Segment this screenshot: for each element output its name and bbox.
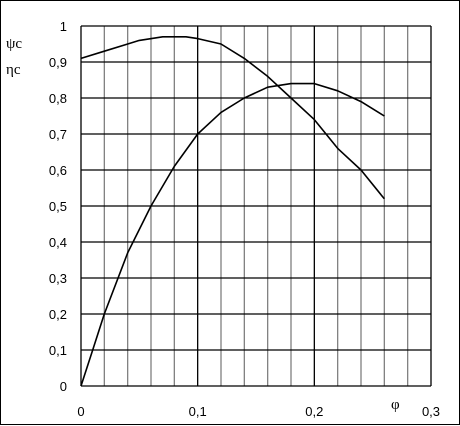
y-tick-label: 0,7 <box>49 127 67 142</box>
y-tick-label: 0 <box>60 379 67 394</box>
y-tick-label: 0,9 <box>49 55 67 70</box>
series-line-1 <box>80 35 385 200</box>
x-tick-label: 0,3 <box>422 404 440 419</box>
y-tick-label: 0,1 <box>49 343 67 358</box>
y-tick-label: 0,8 <box>49 91 67 106</box>
grid <box>80 25 432 387</box>
y-tick-labels: 0 0,1 0,2 0,3 0,4 0,5 0,6 0,7 0,8 0,9 1 <box>49 19 67 394</box>
series-line-2 <box>80 82 385 387</box>
y-tick-label: 0,6 <box>49 163 67 178</box>
y-tick-label: 0,5 <box>49 199 67 214</box>
y-tick-label: 0,2 <box>49 307 67 322</box>
y-tick-label: 0,3 <box>49 271 67 286</box>
x-tick-label: 0,2 <box>305 404 323 419</box>
y-axis-label-eta: ηc <box>6 62 21 78</box>
series-group <box>80 35 385 387</box>
x-tick-label: 0,1 <box>189 404 207 419</box>
x-axis-label: φ <box>391 397 400 413</box>
x-tick-labels: 0 0,1 0,2 0,3 <box>77 404 440 419</box>
x-tick-label: 0 <box>77 404 84 419</box>
y-tick-label: 1 <box>60 19 67 34</box>
y-axis-label-psi: ψc <box>6 36 22 52</box>
y-tick-label: 0,4 <box>49 235 67 250</box>
